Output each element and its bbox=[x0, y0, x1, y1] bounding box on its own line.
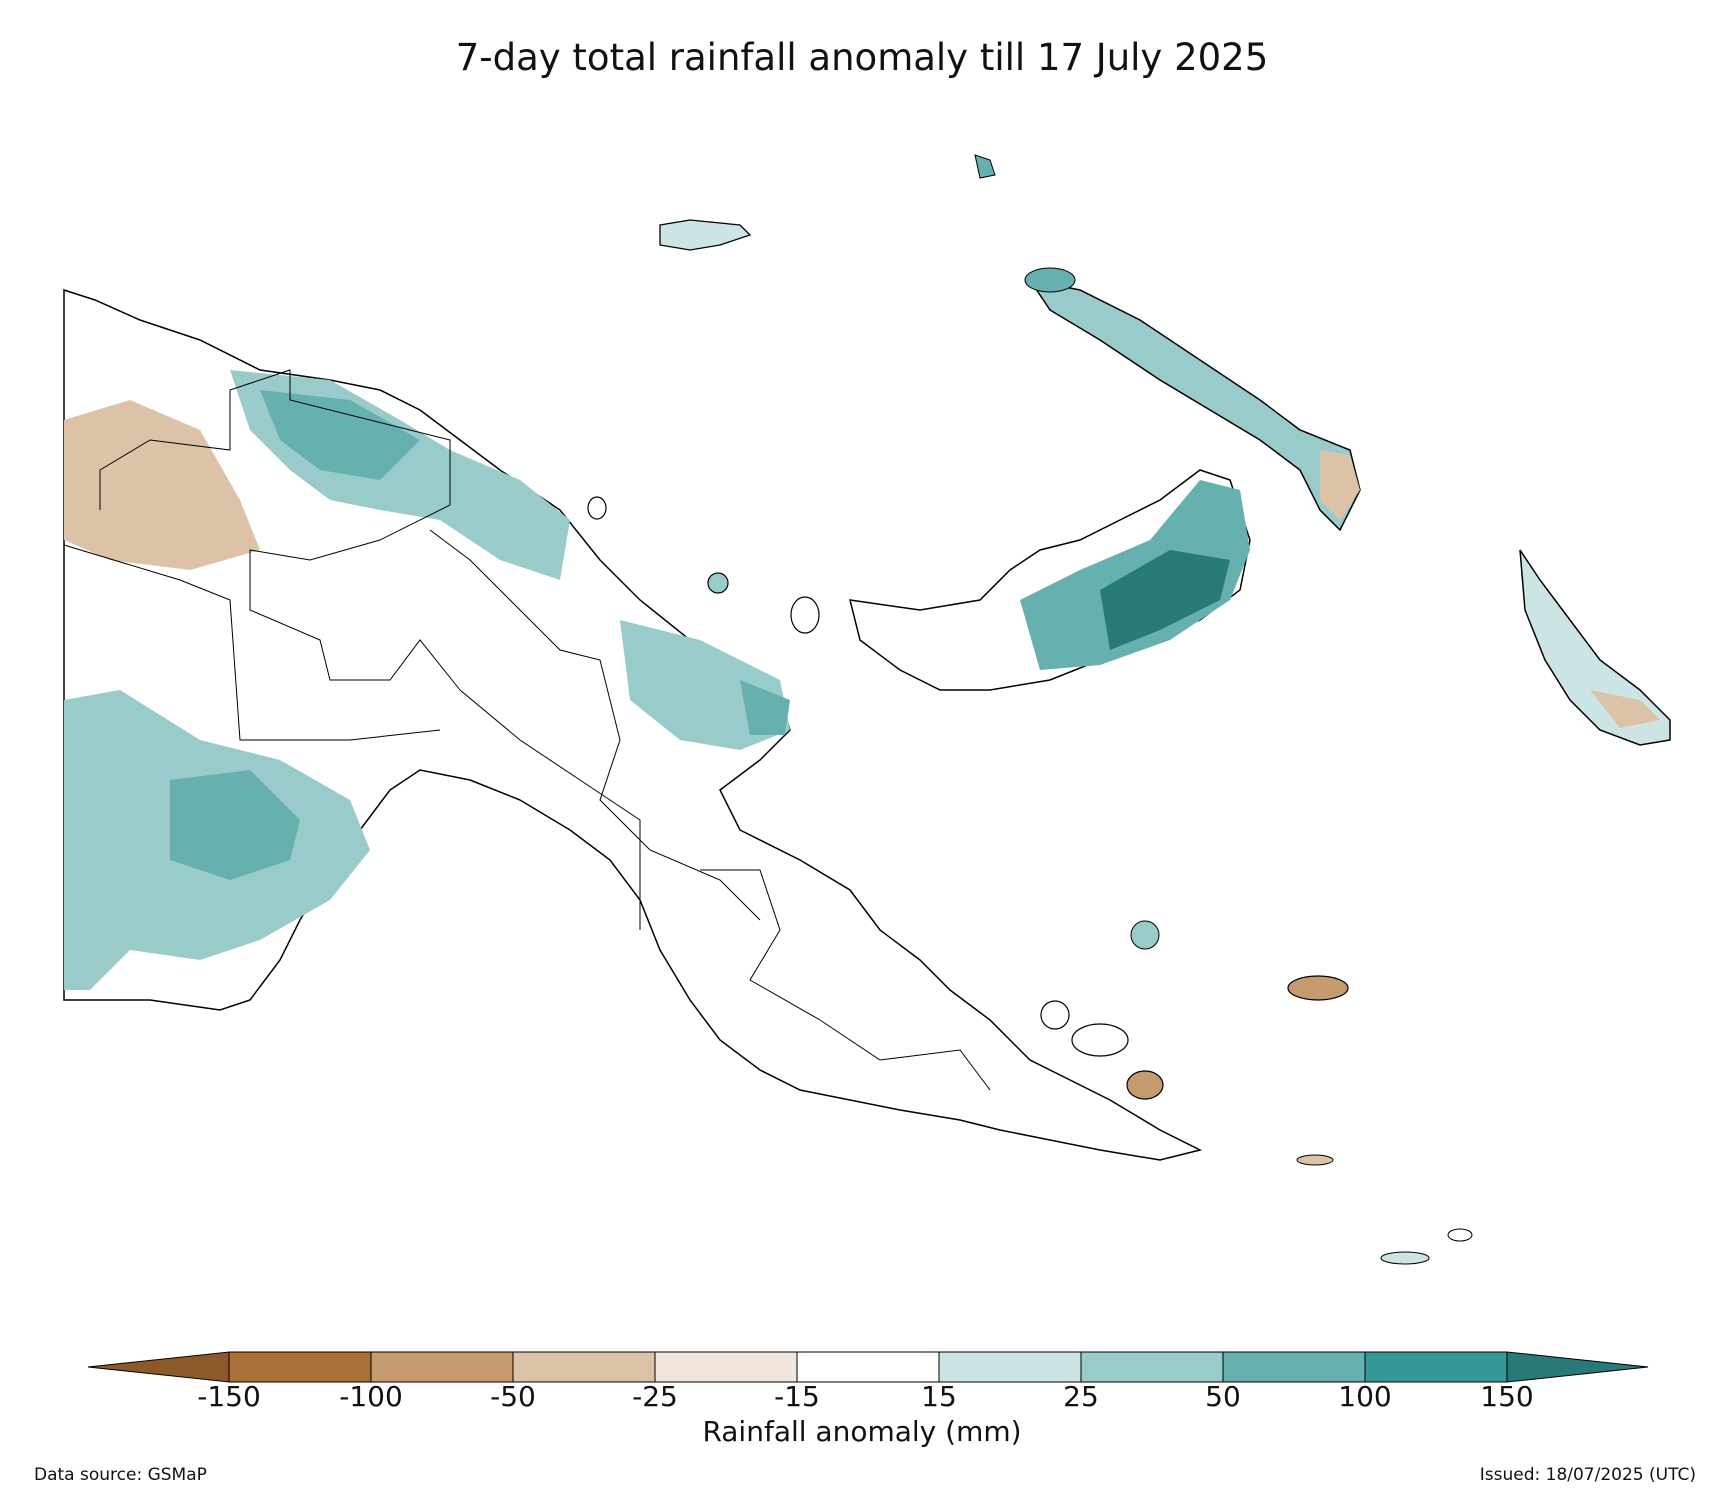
island-trobriand bbox=[1130, 920, 1160, 950]
island-sudest bbox=[1380, 1251, 1430, 1265]
island-goodenough bbox=[1040, 1000, 1070, 1030]
island-long bbox=[707, 572, 729, 594]
colorbar-tick: -15 bbox=[774, 1380, 820, 1413]
dry-area-west bbox=[64, 400, 260, 570]
manus-island bbox=[659, 219, 752, 251]
colorbar-extend-high bbox=[1506, 1351, 1649, 1383]
island-woodlark bbox=[1287, 975, 1349, 1001]
wet-core-east-peninsula bbox=[740, 680, 790, 735]
small-island-north bbox=[974, 154, 996, 179]
colorbar-tick: 15 bbox=[921, 1380, 957, 1413]
colorbar-bin-7 bbox=[1080, 1351, 1224, 1383]
data-source-note: Data source: GSMaP bbox=[34, 1465, 207, 1485]
dry-area-bougainville bbox=[1590, 690, 1660, 728]
colorbar-bin-9 bbox=[1364, 1351, 1508, 1383]
colorbar-bin-2 bbox=[370, 1351, 514, 1383]
island-fergusson bbox=[1071, 1023, 1129, 1057]
colorbar-tick: -150 bbox=[197, 1380, 261, 1413]
colorbar-bin-1 bbox=[228, 1351, 372, 1383]
island-rossel bbox=[1447, 1228, 1473, 1242]
issued-date-note: Issued: 18/07/2025 (UTC) bbox=[1479, 1465, 1696, 1485]
island-umboi bbox=[790, 596, 820, 634]
island-karkar bbox=[587, 496, 607, 520]
island-normanby bbox=[1126, 1070, 1164, 1100]
mainland-png bbox=[63, 288, 1203, 1161]
wet-core-new-britain bbox=[1100, 550, 1230, 650]
colorbar-tick: -100 bbox=[339, 1380, 403, 1413]
new-ireland bbox=[1028, 278, 1361, 532]
colorbar-bin-5 bbox=[796, 1351, 940, 1383]
colorbar-label: Rainfall anomaly (mm) bbox=[702, 1415, 1022, 1448]
province-boundaries bbox=[63, 369, 991, 1091]
colorbar-bin-8 bbox=[1222, 1351, 1366, 1383]
bougainville bbox=[1519, 549, 1671, 746]
colorbar-extend-low bbox=[87, 1351, 230, 1383]
colorbar-tick: 50 bbox=[1205, 1380, 1241, 1413]
island-mussau bbox=[1024, 267, 1076, 293]
colorbar-tick: 25 bbox=[1063, 1380, 1099, 1413]
island-misima bbox=[1296, 1154, 1334, 1166]
colorbar-tick: 100 bbox=[1338, 1380, 1392, 1413]
map-title: 7-day total rainfall anomaly till 17 Jul… bbox=[455, 36, 1269, 79]
wet-core-north-coast bbox=[260, 390, 420, 480]
colorbar-tick: -25 bbox=[632, 1380, 678, 1413]
dry-area-new-ireland-tip bbox=[1320, 450, 1360, 520]
colorbar-tick: 150 bbox=[1480, 1380, 1534, 1413]
colorbar-tick: -50 bbox=[490, 1380, 536, 1413]
colorbar-bin-4 bbox=[654, 1351, 798, 1383]
wet-core-southwest bbox=[170, 770, 300, 880]
colorbar-bin-3 bbox=[512, 1351, 656, 1383]
colorbar-bin-6 bbox=[938, 1351, 1082, 1383]
